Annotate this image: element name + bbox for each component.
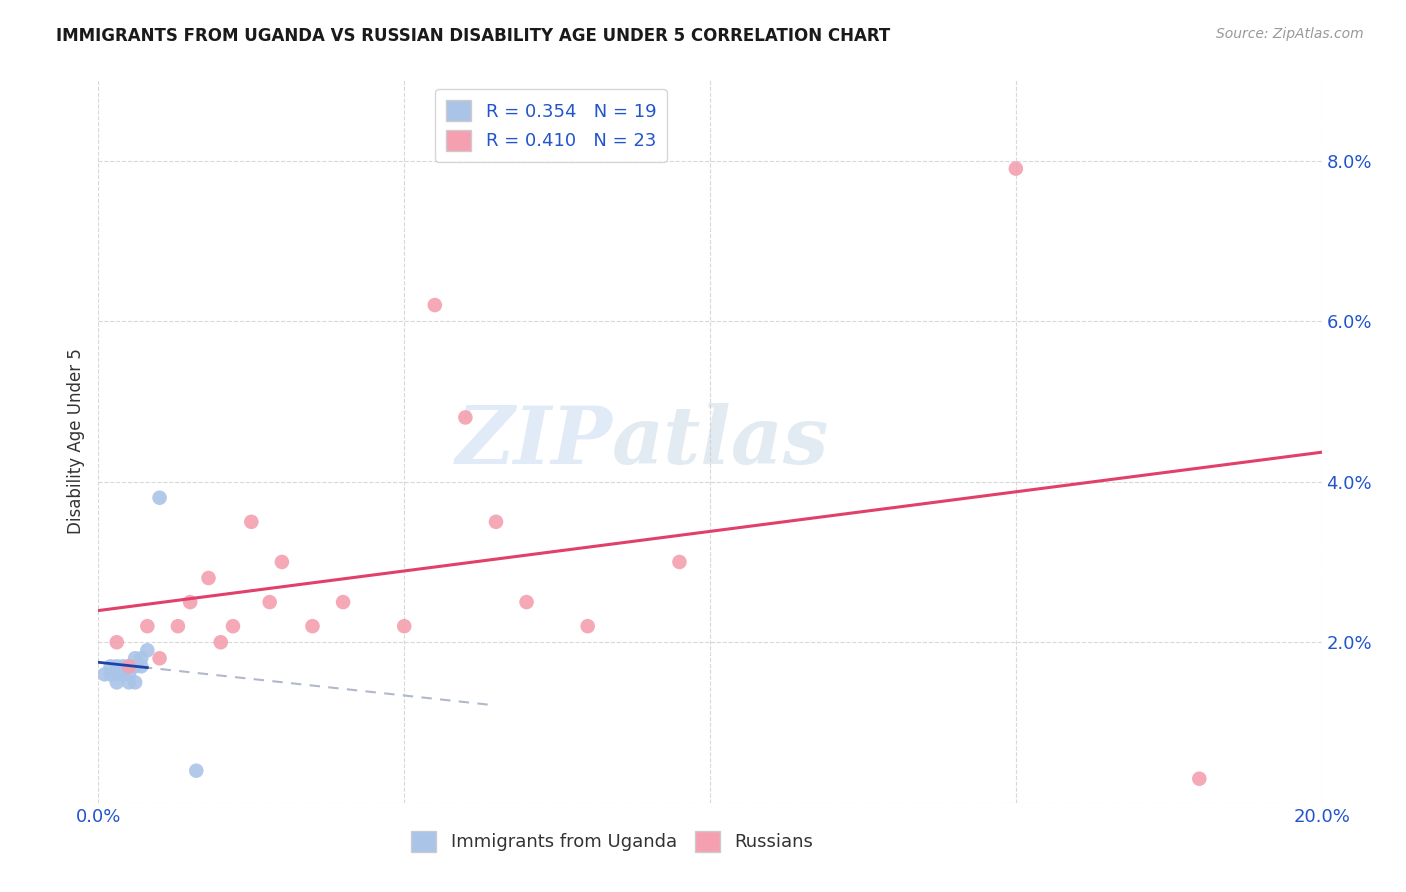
Y-axis label: Disability Age Under 5: Disability Age Under 5: [66, 349, 84, 534]
Point: [668, 555, 690, 569]
Point: [118, 667, 141, 681]
Point: [124, 651, 146, 665]
Point: [197, 571, 219, 585]
Point: [111, 659, 134, 673]
Point: [129, 651, 152, 665]
Text: Source: ZipAtlas.com: Source: ZipAtlas.com: [1216, 27, 1364, 41]
Point: [516, 595, 538, 609]
Point: [259, 595, 281, 609]
Point: [454, 410, 477, 425]
Legend: Immigrants from Uganda, Russians: Immigrants from Uganda, Russians: [404, 823, 821, 859]
Point: [100, 659, 122, 673]
Point: [1188, 772, 1211, 786]
Point: [124, 659, 146, 673]
Point: [1004, 161, 1026, 176]
Point: [576, 619, 599, 633]
Point: [301, 619, 323, 633]
Text: ZIP: ZIP: [456, 403, 612, 480]
Point: [105, 667, 128, 681]
Point: [124, 675, 146, 690]
Point: [105, 659, 128, 673]
Point: [423, 298, 446, 312]
Text: IMMIGRANTS FROM UGANDA VS RUSSIAN DISABILITY AGE UNDER 5 CORRELATION CHART: IMMIGRANTS FROM UGANDA VS RUSSIAN DISABI…: [56, 27, 890, 45]
Point: [118, 675, 141, 690]
Point: [167, 619, 190, 633]
Point: [105, 635, 128, 649]
Point: [100, 667, 122, 681]
Point: [149, 651, 172, 665]
Point: [136, 643, 159, 657]
Point: [222, 619, 245, 633]
Point: [209, 635, 232, 649]
Point: [270, 555, 292, 569]
Point: [105, 675, 128, 690]
Point: [485, 515, 508, 529]
Point: [118, 659, 141, 673]
Text: atlas: atlas: [612, 403, 830, 480]
Point: [240, 515, 263, 529]
Point: [392, 619, 416, 633]
Point: [149, 491, 172, 505]
Point: [111, 667, 134, 681]
Point: [186, 764, 208, 778]
Point: [93, 667, 115, 681]
Point: [179, 595, 201, 609]
Point: [129, 659, 152, 673]
Point: [136, 619, 159, 633]
Point: [332, 595, 354, 609]
Point: [118, 659, 141, 673]
